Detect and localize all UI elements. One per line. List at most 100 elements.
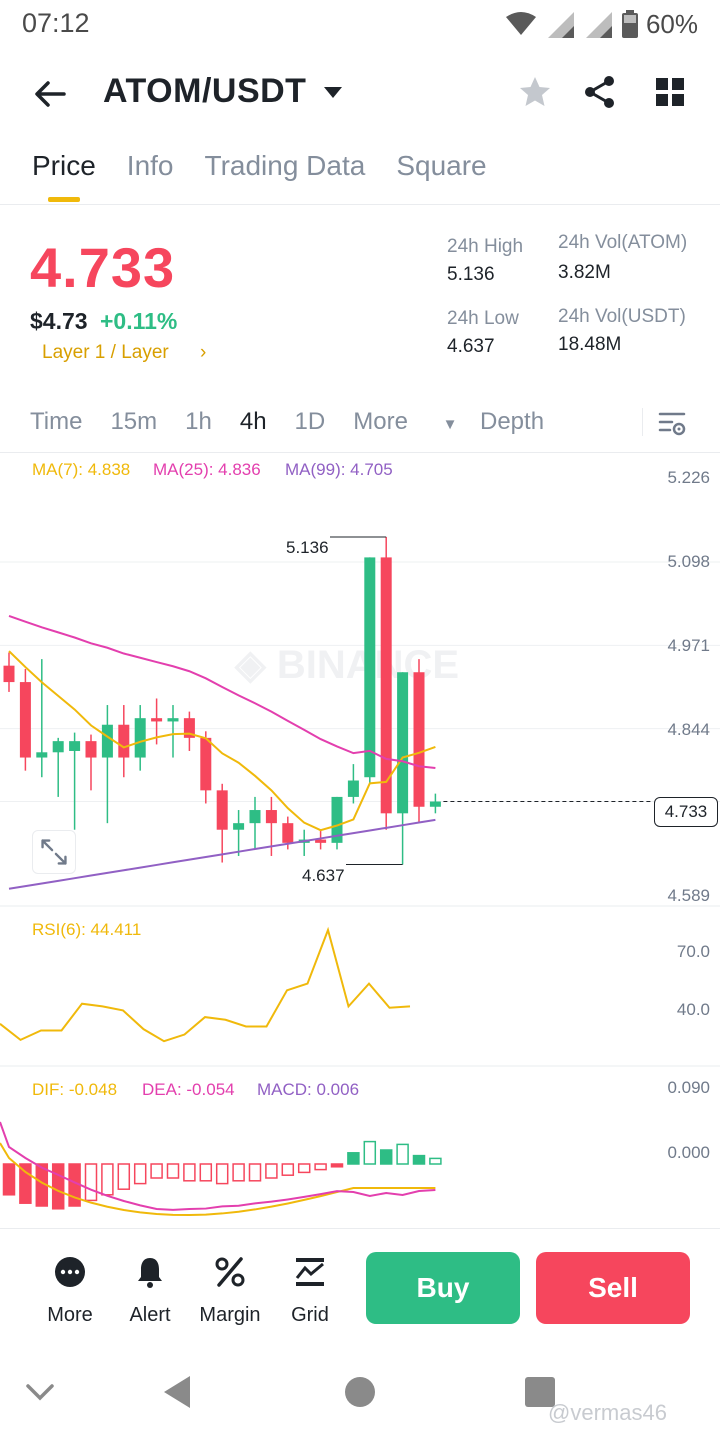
tab-trading-data[interactable]: Trading Data bbox=[204, 150, 366, 181]
candle-body bbox=[347, 780, 359, 797]
interval-time[interactable]: Time bbox=[30, 408, 83, 435]
macd-histogram-bar bbox=[199, 1163, 213, 1182]
candle-body bbox=[118, 724, 130, 758]
low-marker-label: 4.637 bbox=[302, 866, 345, 885]
tab-info[interactable]: Info bbox=[126, 150, 174, 181]
candle-body bbox=[315, 839, 327, 843]
interval-more[interactable]: More ▼ bbox=[353, 408, 485, 436]
percent-icon bbox=[215, 1257, 245, 1287]
vol-base-value: 3.82M bbox=[558, 262, 611, 283]
depth-tab[interactable]: Depth bbox=[480, 408, 545, 435]
back-arrow-icon[interactable] bbox=[30, 74, 70, 114]
y-tick-label: 5.098 bbox=[667, 552, 710, 571]
macd-histogram-bar bbox=[133, 1163, 147, 1185]
macd-histogram-bar bbox=[297, 1163, 311, 1174]
caret-down-icon: ▼ bbox=[442, 416, 458, 433]
more-button[interactable]: More bbox=[30, 1255, 110, 1327]
grid-bot-icon bbox=[295, 1258, 324, 1286]
share-icon[interactable] bbox=[580, 72, 620, 112]
candle-body bbox=[183, 718, 195, 738]
interval-1h[interactable]: 1h bbox=[185, 408, 212, 435]
macd-histogram-bar bbox=[396, 1143, 409, 1165]
status-time: 07:12 bbox=[22, 8, 90, 38]
interval-15m[interactable]: 15m bbox=[110, 408, 158, 435]
candle-body bbox=[282, 823, 294, 843]
candle-body bbox=[151, 718, 163, 722]
interval-4h[interactable]: 4h bbox=[239, 408, 267, 435]
grid-icon[interactable] bbox=[650, 72, 690, 112]
macd-tick-label: 0.090 bbox=[667, 1078, 710, 1097]
macd-histogram-bar bbox=[84, 1163, 98, 1202]
vol-base-label: 24h Vol(ATOM) bbox=[558, 232, 688, 253]
nav-back-icon[interactable] bbox=[158, 1372, 198, 1412]
macd-histogram-bar bbox=[265, 1163, 278, 1179]
expand-chart-icon[interactable] bbox=[32, 830, 76, 874]
macd-histogram-bar bbox=[429, 1157, 442, 1165]
nav-recents-icon[interactable] bbox=[520, 1372, 560, 1412]
grid-label: Grid bbox=[291, 1304, 329, 1326]
kline-chart[interactable]: ◈ BINANCE MA(7): 4.838 MA(25): 4.836 MA(… bbox=[0, 452, 720, 1228]
interval-1d[interactable]: 1D bbox=[294, 408, 326, 435]
dea-label: DEA: -0.054 bbox=[142, 1080, 235, 1099]
page-tabs: Price Info Trading Data Square bbox=[32, 150, 487, 202]
rsi-label: RSI(6): 44.411 bbox=[32, 920, 142, 939]
battery-icon bbox=[621, 10, 638, 38]
high-label: 24h High bbox=[447, 236, 524, 257]
alert-label: Alert bbox=[129, 1304, 171, 1326]
margin-label: Margin bbox=[199, 1304, 261, 1326]
ma99-line bbox=[8, 818, 436, 890]
candle-body bbox=[69, 741, 81, 751]
candle-body bbox=[52, 741, 64, 753]
vol-quote-label: 24h Vol(USDT) bbox=[558, 306, 686, 327]
watermark: @vermas46 bbox=[548, 1400, 667, 1425]
last-price: 4.733 bbox=[30, 236, 176, 299]
exchange-watermark: ◈ BINANCE bbox=[234, 643, 459, 687]
candle-body bbox=[429, 801, 441, 807]
candle-body bbox=[85, 741, 97, 758]
margin-button[interactable]: Margin bbox=[190, 1255, 270, 1327]
macd-histogram-bar bbox=[248, 1163, 262, 1182]
rsi-line bbox=[0, 926, 411, 1043]
macd-histogram-bar bbox=[412, 1154, 426, 1165]
candle-body bbox=[265, 810, 277, 824]
grid-button[interactable]: Grid bbox=[270, 1255, 350, 1327]
macd-histogram-bar bbox=[183, 1163, 196, 1182]
divider bbox=[642, 408, 643, 436]
star-icon[interactable] bbox=[515, 72, 555, 112]
pair-title[interactable]: ATOM/USDT bbox=[103, 72, 307, 110]
ma7-label: MA(7): 4.838 bbox=[32, 460, 131, 479]
high-value: 5.136 bbox=[447, 264, 495, 285]
tab-price[interactable]: Price bbox=[32, 150, 96, 202]
alert-button[interactable]: Alert bbox=[110, 1255, 190, 1327]
high-marker-label: 5.136 bbox=[286, 538, 329, 557]
chevron-right-icon[interactable]: › bbox=[200, 342, 207, 363]
macd-label: MACD: 0.006 bbox=[257, 1080, 360, 1099]
interval-bar: Time 15m 1h 4h 1D More ▼ bbox=[30, 408, 513, 436]
candle-body bbox=[3, 665, 15, 683]
macd-histogram-bar bbox=[379, 1149, 393, 1165]
nav-home-icon[interactable] bbox=[340, 1372, 380, 1412]
rsi-tick-label: 40.0 bbox=[676, 1000, 710, 1019]
signal-icon bbox=[547, 12, 574, 38]
buy-button[interactable]: Buy bbox=[366, 1252, 520, 1324]
sell-button[interactable]: Sell bbox=[536, 1252, 690, 1324]
chevron-down-icon[interactable] bbox=[20, 1372, 60, 1412]
macd-histogram-bar bbox=[363, 1140, 377, 1165]
more-icon bbox=[55, 1257, 85, 1287]
dif-label: DIF: -0.048 bbox=[32, 1080, 118, 1099]
vol-quote-value: 18.48M bbox=[558, 334, 622, 355]
divider bbox=[0, 452, 720, 453]
macd-histogram-bar bbox=[117, 1163, 131, 1190]
candle-body bbox=[413, 672, 425, 807]
status-icons: 60% bbox=[504, 6, 698, 42]
ma25-label: MA(25): 4.836 bbox=[153, 460, 261, 479]
divider bbox=[0, 1228, 720, 1229]
candle-body bbox=[200, 737, 212, 791]
tab-square[interactable]: Square bbox=[396, 150, 487, 181]
caret-down-icon[interactable] bbox=[322, 84, 344, 100]
macd-histogram-bar bbox=[150, 1163, 163, 1179]
y-tick-label: 4.589 bbox=[667, 886, 710, 905]
sector-link[interactable]: Layer 1 / Layer bbox=[42, 342, 169, 363]
macd-tick-label: 0.000 bbox=[667, 1143, 710, 1162]
chart-settings-icon[interactable] bbox=[656, 408, 688, 440]
